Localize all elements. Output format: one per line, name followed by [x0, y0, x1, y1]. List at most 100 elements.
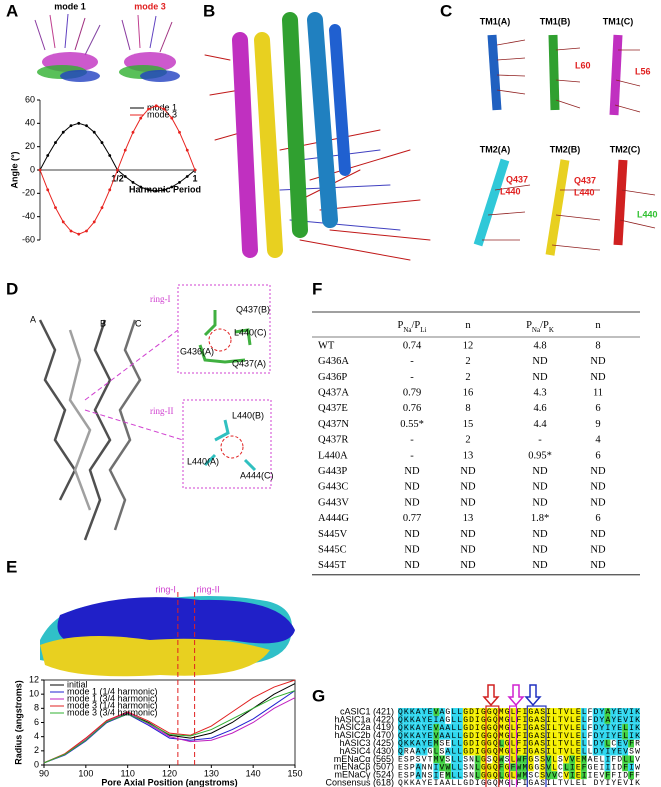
residue-shade	[516, 763, 522, 772]
residue-shade	[474, 763, 481, 772]
residue-shade	[498, 723, 505, 732]
table-cell: 15	[463, 419, 474, 430]
residue-shade	[604, 739, 611, 748]
legend-label: mode 3 (3/4 harmonic)	[67, 707, 158, 717]
residue-shade	[474, 715, 481, 724]
residue-shade	[409, 731, 416, 740]
table-cell: ND	[590, 356, 606, 367]
row-label: WT	[318, 340, 335, 351]
residue-shade	[451, 731, 457, 740]
residue-shade	[498, 763, 505, 772]
series-line	[43, 697, 296, 764]
residue-shade	[462, 708, 469, 716]
residue-shade	[462, 715, 469, 724]
y-tick-label: 0	[30, 164, 35, 174]
x-axis-label: Pore Axial Position (angstroms)	[101, 777, 237, 787]
residue-shade	[474, 723, 481, 732]
legend-label: mode 3	[147, 109, 177, 119]
chain-label: A	[30, 314, 36, 324]
y-tick-label: -40	[22, 211, 35, 221]
residue-shade	[480, 771, 487, 780]
table-cell: 16	[463, 388, 474, 399]
row-label: S445V	[318, 529, 348, 540]
residue-shade	[415, 739, 422, 748]
table-cell: 0.79	[403, 388, 421, 399]
residue-label: L440	[574, 187, 595, 197]
mode-images	[34, 13, 180, 82]
residue-shade	[592, 731, 599, 740]
point	[162, 107, 166, 111]
table-cell: ND	[532, 482, 548, 493]
residue-shade	[569, 755, 575, 764]
table-cell: ND	[460, 529, 476, 540]
residue-shade	[498, 708, 505, 716]
y-axis-label: Radius (angstroms)	[13, 680, 23, 765]
residue-label: Q437	[506, 174, 528, 184]
residue-shade	[604, 715, 611, 724]
annotation-label: ring-II	[197, 584, 220, 594]
residue-shade	[551, 739, 558, 748]
residue-shade	[480, 715, 487, 724]
residue-shade	[575, 715, 581, 724]
residue-shade	[628, 731, 634, 740]
residue-shade	[415, 731, 422, 740]
sequence-name: mENaCβ (507)	[334, 762, 394, 772]
residue-shade	[457, 723, 463, 732]
residue-shade	[409, 723, 416, 732]
residue-shade	[604, 723, 611, 732]
residue-shade	[580, 771, 587, 780]
y-tick-label: 40	[25, 118, 35, 128]
residue-shade	[539, 755, 546, 764]
sequence-name: hASIC3 (425)	[339, 738, 394, 748]
residue-shade	[427, 739, 434, 748]
residue-shade	[551, 747, 558, 756]
residue-shade	[415, 723, 422, 732]
residue-shade	[580, 723, 587, 732]
residue-shade	[427, 708, 434, 716]
point	[154, 189, 158, 193]
residue-shade	[539, 708, 546, 716]
ring-label: ring-II	[150, 406, 174, 416]
residue-shade	[622, 715, 629, 724]
table-cell: -	[410, 372, 414, 383]
y-tick-label: 10	[29, 689, 39, 699]
residue-shade	[486, 715, 493, 724]
header-part: P	[526, 320, 532, 331]
table-cell: 6	[595, 403, 600, 414]
residue-shade	[486, 731, 493, 740]
series-line	[43, 690, 296, 764]
residue-shade	[427, 723, 434, 732]
residue-shade	[563, 731, 570, 740]
x-tick-label: 90	[39, 768, 49, 778]
residue-shade	[480, 708, 487, 716]
structure-c	[473, 34, 656, 256]
table-header: PNa/PK	[526, 320, 554, 333]
residue-shade	[492, 763, 499, 772]
structure-b	[204, 12, 431, 261]
residue-shade	[398, 731, 404, 740]
table-cell: ND	[460, 466, 476, 477]
residue-shade	[592, 715, 599, 724]
x-tick-label: 140	[246, 768, 261, 778]
residue-shade	[439, 731, 446, 740]
residue-shade	[545, 723, 552, 732]
residue-shade	[462, 723, 469, 732]
residue-shade	[403, 708, 410, 716]
point	[139, 116, 143, 120]
panel-letter: F	[312, 279, 322, 298]
ring-label: ring-I	[150, 294, 171, 304]
residue-shade	[433, 708, 440, 716]
column-box	[509, 705, 518, 787]
residue-shade	[575, 747, 581, 756]
residue-shade	[628, 771, 634, 780]
row-label: L440A	[318, 450, 348, 461]
point	[178, 180, 181, 184]
point	[92, 130, 96, 134]
residue-shade	[569, 708, 575, 716]
x-tick-label: 100	[78, 768, 93, 778]
residue-shade	[468, 739, 475, 748]
residue-shade	[569, 763, 575, 772]
residue-shade	[486, 739, 493, 748]
residue-label: L440(B)	[232, 410, 264, 420]
residue-label: L440(A)	[187, 456, 219, 466]
